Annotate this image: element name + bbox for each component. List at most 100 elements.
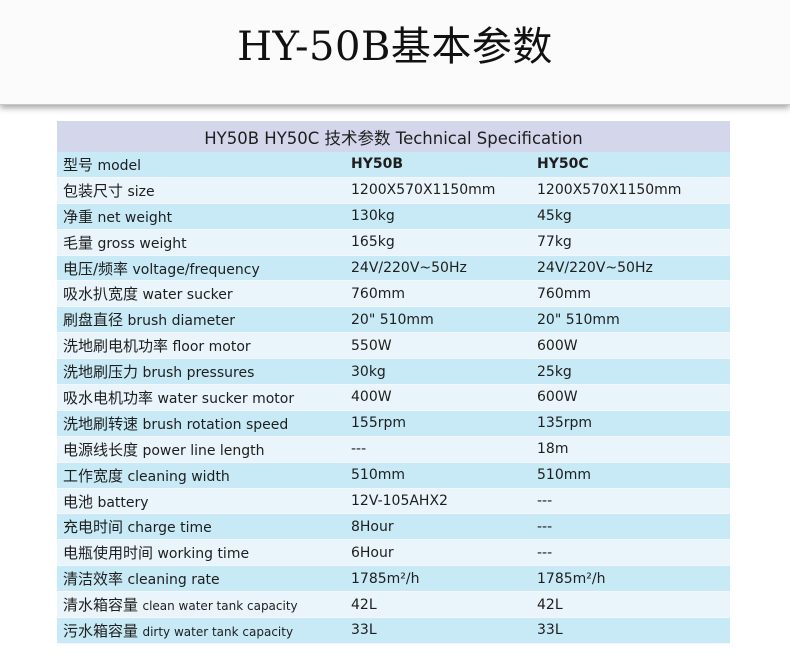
param-name-en: water sucker <box>142 287 233 304</box>
value-hy50c: 600W <box>537 337 578 354</box>
value-hy50b: 1785m²/h <box>351 570 420 587</box>
param-name-cn: 刷盘直径 <box>63 311 124 330</box>
title-banner: HY-50B基本参数 <box>0 0 790 105</box>
table-row: 洗地刷转速 brush rotation speed 155rpm 135rpm <box>57 410 730 437</box>
value-hy50c: 135rpm <box>537 415 593 432</box>
value-hy50c: --- <box>537 518 553 535</box>
value-hy50b: 24V/220V~50Hz <box>351 260 467 276</box>
param-name-en: floor motor <box>172 339 251 356</box>
value-hy50c: 42L <box>537 596 563 613</box>
page-title: HY-50B基本参数 <box>237 24 553 70</box>
param-name-en: model <box>97 157 142 174</box>
param-label: 工作宽度 cleaning width <box>57 465 349 486</box>
value-hy50c: 77kg <box>537 234 572 251</box>
param-name-en: dirty water tank capacity <box>142 624 294 639</box>
param-name-cn: 毛量 <box>63 233 94 252</box>
value-hy50b: 6Hour <box>351 544 394 561</box>
param-label: 清水箱容量 clean water tank capacity <box>57 594 349 615</box>
value-hy50b: 130kg <box>351 208 395 225</box>
value-hy50b: 400W <box>351 389 392 406</box>
value-hy50b: 12V-105AHX2 <box>351 493 448 510</box>
param-label: 电源线长度 power line length <box>57 439 349 460</box>
value-hy50b: --- <box>351 441 367 458</box>
param-name-cn: 型号 <box>63 155 94 174</box>
param-label: 型号 model <box>57 154 349 175</box>
param-name-en: working time <box>157 546 250 563</box>
value-hy50c: --- <box>537 493 553 510</box>
param-name-cn: 工作宽度 <box>63 466 124 485</box>
param-name-en: voltage/frequency <box>132 261 260 278</box>
table-row: 污水箱容量 dirty water tank capacity 33L 33L <box>57 618 730 644</box>
param-label: 电池 battery <box>57 491 349 512</box>
table-row: 清水箱容量 clean water tank capacity 42L 42L <box>57 592 730 619</box>
table-row: 电源线长度 power line length --- 18m <box>57 436 730 463</box>
param-name-en: water sucker motor <box>157 390 295 407</box>
param-name-cn: 吸水电机功率 <box>63 388 154 407</box>
param-name-cn: 电瓶使用时间 <box>63 544 154 563</box>
param-name-cn: 洗地刷压力 <box>63 363 139 382</box>
param-name-en: size <box>127 183 155 200</box>
value-hy50c: 18m <box>537 441 569 458</box>
param-label: 电瓶使用时间 working time <box>57 542 349 563</box>
param-name-en: gross weight <box>97 235 187 252</box>
param-label: 包装尺寸 size <box>57 180 349 201</box>
param-label: 污水箱容量 dirty water tank capacity <box>57 620 349 641</box>
param-label: 洗地刷压力 brush pressures <box>57 361 349 382</box>
value-hy50c: 510mm <box>537 467 591 484</box>
param-label: 吸水电机功率 water sucker motor <box>57 387 349 408</box>
value-hy50c: 20" 510mm <box>537 311 620 328</box>
param-name-cn: 吸水扒宽度 <box>63 285 139 304</box>
value-hy50b: 155rpm <box>351 415 407 432</box>
param-name-en: cleaning width <box>127 468 230 485</box>
value-hy50c: 1785m²/h <box>537 570 606 587</box>
table-row: 型号 model HY50B HY50C <box>57 152 730 178</box>
value-hy50b: 510mm <box>351 467 405 484</box>
table-row: 毛量 gross weight 165kg 77kg <box>57 229 730 256</box>
param-label: 净重 net weight <box>57 206 349 227</box>
param-label: 清洁效率 cleaning rate <box>57 568 349 589</box>
param-name-cn: 电池 <box>63 492 94 511</box>
param-name-cn: 充电时间 <box>63 518 124 537</box>
param-name-en: brush rotation speed <box>142 416 289 433</box>
table-row: 充电时间 charge time 8Hour --- <box>57 514 730 541</box>
param-name-cn: 洗地刷转速 <box>63 414 139 433</box>
value-hy50b: 550W <box>351 337 392 354</box>
param-label: 毛量 gross weight <box>57 232 349 253</box>
param-name-cn: 污水箱容量 <box>63 621 139 640</box>
param-name-cn: 清水箱容量 <box>63 596 139 615</box>
table-row: 洗地刷电机功率 floor motor 550W 600W <box>57 333 730 360</box>
param-name-cn: 电源线长度 <box>63 440 139 459</box>
table-row: 吸水扒宽度 water sucker 760mm 760mm <box>57 281 730 308</box>
value-hy50c: 760mm <box>537 285 591 302</box>
table-header: HY50B HY50C 技术参数 Technical Specification <box>57 121 730 152</box>
table-body: 型号 model HY50B HY50C 包装尺寸 size 1200X570X1150… <box>57 152 730 644</box>
value-hy50c: 1200X570X1150mm <box>537 182 682 199</box>
value-hy50b: 42L <box>351 596 377 613</box>
param-label: 充电时间 charge time <box>57 516 349 537</box>
table-row: 净重 net weight 130kg 45kg <box>57 203 730 230</box>
param-name-cn: 包装尺寸 <box>63 181 124 200</box>
value-hy50c: 25kg <box>537 363 572 380</box>
param-name-en: brush pressures <box>142 365 255 382</box>
param-label: 电压/频率 voltage/frequency <box>57 258 349 279</box>
value-hy50b: 8Hour <box>351 518 394 535</box>
table-row: 工作宽度 cleaning width 510mm 510mm <box>57 462 730 489</box>
value-hy50b: 30kg <box>351 363 386 380</box>
table-row: 吸水电机功率 water sucker motor 400W 600W <box>57 385 730 411</box>
table-row: 包装尺寸 size 1200X570X1150mm 1200X570X1150mm <box>57 177 730 204</box>
value-hy50c: 24V/220V~50Hz <box>537 260 653 276</box>
table-row: 洗地刷压力 brush pressures 30kg 25kg <box>57 359 730 386</box>
param-name-en: net weight <box>97 209 173 226</box>
value-hy50c: --- <box>537 544 553 561</box>
param-label: 洗地刷转速 brush rotation speed <box>57 413 349 434</box>
value-hy50b: 20" 510mm <box>351 311 434 328</box>
table-row: 清洁效率 cleaning rate 1785m²/h 1785m²/h <box>57 566 730 593</box>
value-hy50c: 45kg <box>537 208 572 225</box>
param-name-en: cleaning rate <box>127 572 220 589</box>
param-name-en: power line length <box>142 442 265 459</box>
param-name-en: clean water tank capacity <box>142 599 298 614</box>
value-hy50c: 33L <box>537 622 563 639</box>
table-row: 刷盘直径 brush diameter 20" 510mm 20" 510mm <box>57 307 730 334</box>
param-label: 刷盘直径 brush diameter <box>57 309 349 330</box>
spec-table: HY50B HY50C 技术参数 Technical Specification… <box>57 121 730 644</box>
